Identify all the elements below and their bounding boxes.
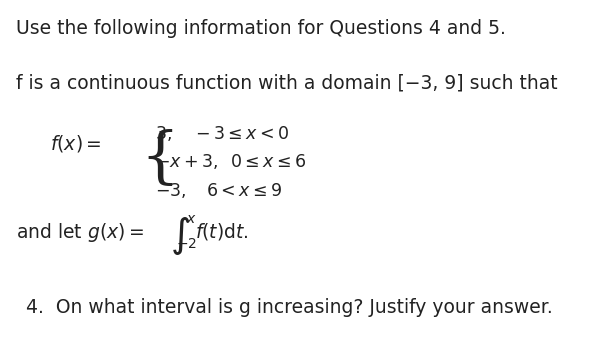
Text: $x$: $x$: [186, 211, 197, 226]
Text: $f(x)=$: $f(x)=$: [50, 132, 102, 153]
Text: 4.  On what interval is g increasing? Justify your answer.: 4. On what interval is g increasing? Jus…: [26, 298, 553, 317]
Text: $-x+3,\;\; 0\leq x\leq6$: $-x+3,\;\; 0\leq x\leq6$: [155, 152, 307, 171]
Text: and let $g(x) = $: and let $g(x) = $: [16, 220, 145, 244]
Text: $f(t)\mathrm{d}t.$: $f(t)\mathrm{d}t.$: [195, 220, 248, 241]
Text: {: {: [141, 129, 180, 189]
Text: f is a continuous function with a domain [−3, 9] such that: f is a continuous function with a domain…: [16, 73, 558, 92]
Text: $-3,\quad 6<x\leq9$: $-3,\quad 6<x\leq9$: [155, 181, 283, 200]
Text: $-2$: $-2$: [176, 237, 198, 251]
Text: $\int$: $\int$: [170, 215, 191, 257]
Text: Use the following information for Questions 4 and 5.: Use the following information for Questi…: [16, 19, 506, 38]
Text: $3,\quad -3\leq x<0$: $3,\quad -3\leq x<0$: [155, 123, 290, 143]
